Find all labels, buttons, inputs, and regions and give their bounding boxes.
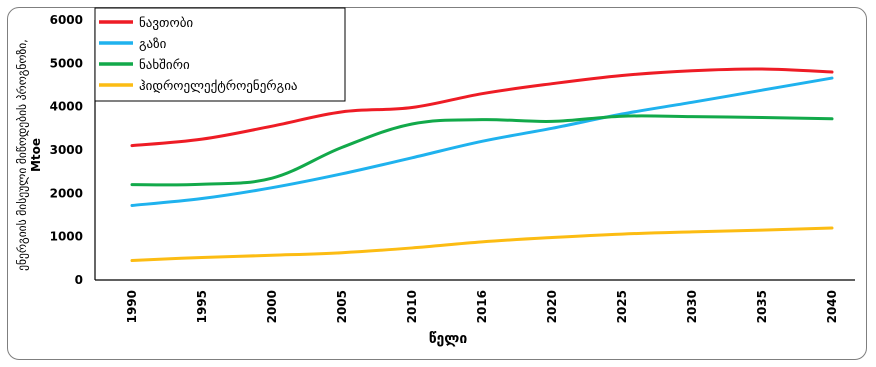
series-line-0 <box>130 67 834 148</box>
series-line-2 <box>130 114 834 187</box>
series-line-3 <box>130 226 834 262</box>
x-tick-label: 1995 <box>195 290 209 323</box>
legend-label: ჰიდროელექტროენერგია <box>139 79 298 94</box>
y-tick-label: 5000 <box>50 56 83 70</box>
legend-label: ნავთობი <box>139 16 193 31</box>
x-tick-labels: 1990 1995 2000 2005 2010 2016 2020 2025 2030 2035… <box>125 290 839 323</box>
x-tick-label: 2010 <box>405 290 419 323</box>
y-axis-title-line2: Mtoe <box>29 138 43 172</box>
x-tick-label: 2016 <box>475 290 489 323</box>
series-line-1 <box>130 76 834 207</box>
legend-label: ნახშირი <box>139 58 190 73</box>
x-axis-title: წელი <box>429 331 468 347</box>
x-tick-label: 1990 <box>125 290 139 323</box>
legend-box <box>94 7 346 102</box>
y-tick-label: 1000 <box>50 230 83 244</box>
x-tick-label: 2035 <box>755 290 769 323</box>
y-tick-label: 4000 <box>50 100 83 114</box>
y-tick-labels: 0 1000 2000 3000 4000 5000 6000 <box>50 13 83 287</box>
y-tick-label: 3000 <box>50 143 83 157</box>
legend-items: ნავთობი გაზი ნახშირი ჰიდროელექტროენერგია <box>99 16 298 94</box>
x-tick-label: 2005 <box>335 290 349 323</box>
y-axis-title: ენერგიის მისეული მიწოდების პროგნოზი, Mto… <box>15 39 43 271</box>
y-tick-label: 6000 <box>50 13 83 27</box>
x-tick-label: 2030 <box>685 290 699 323</box>
x-tick-label: 2020 <box>545 290 559 323</box>
y-tick-label: 0 <box>75 273 83 287</box>
legend-label: გაზი <box>139 37 167 52</box>
y-axis-title-line1: ენერგიის მისეული მიწოდების პროგნოზი, <box>15 39 29 271</box>
legend: ნავთობი გაზი ნახშირი ჰიდროელექტროენერგია <box>94 7 346 102</box>
y-tick-label: 2000 <box>50 186 83 200</box>
series-lines <box>130 67 834 262</box>
x-tick-label: 2000 <box>265 290 279 323</box>
x-tick-label: 2025 <box>615 290 629 323</box>
x-tick-label: 2040 <box>825 290 839 323</box>
